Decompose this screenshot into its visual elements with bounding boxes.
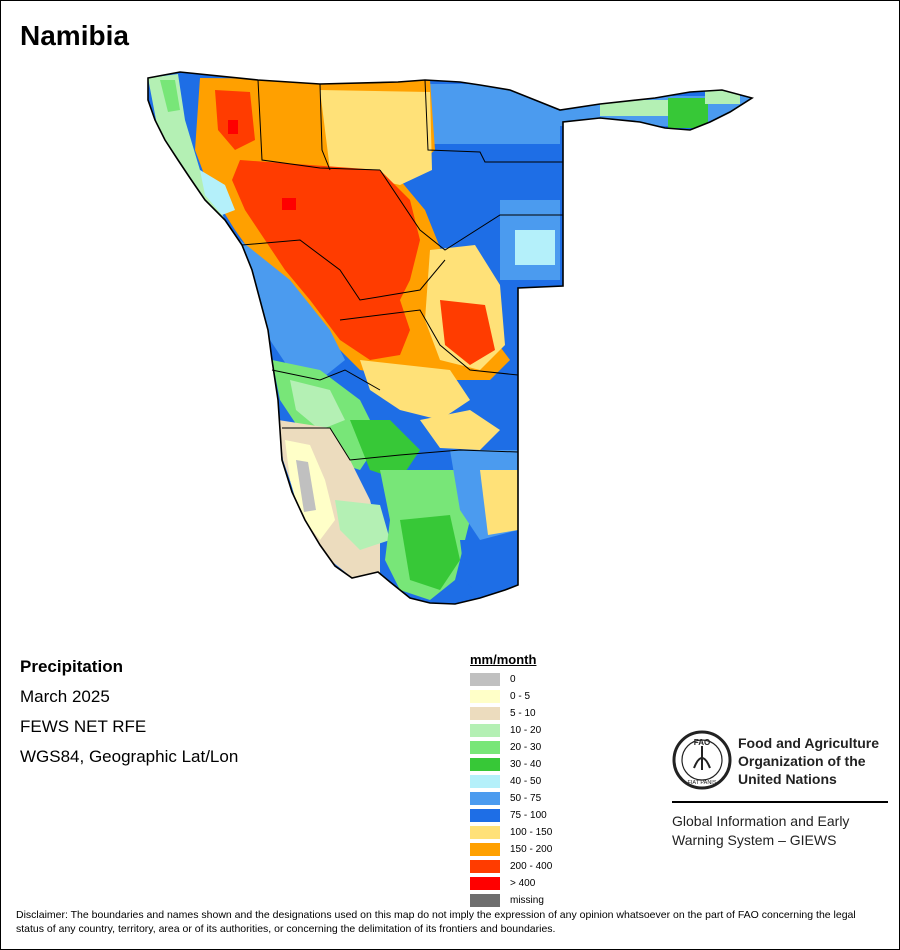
legend-item: 0 - 5	[470, 688, 552, 705]
legend-swatch	[470, 894, 500, 907]
legend-item: 40 - 50	[470, 773, 552, 790]
legend-label: 10 - 20	[510, 725, 542, 736]
legend-swatch	[470, 843, 500, 856]
legend-swatch	[470, 877, 500, 890]
legend-item: > 400	[470, 875, 552, 892]
fao-name: Food and Agriculture Organization of the…	[738, 734, 898, 788]
precipitation-map	[147, 71, 753, 605]
legend-item: 50 - 75	[470, 790, 552, 807]
legend-label: > 400	[510, 878, 536, 889]
fao-logo-letters: FAO	[694, 738, 710, 747]
legend-item: 30 - 40	[470, 756, 552, 773]
giews-line: Warning System – GIEWS	[672, 832, 837, 848]
legend-item: 10 - 20	[470, 722, 552, 739]
legend-label: 5 - 10	[510, 708, 536, 719]
legend-label: 0	[510, 674, 516, 685]
legend-swatch	[470, 724, 500, 737]
source-label: FEWS NET RFE	[20, 717, 147, 736]
giews-name: Global Information and Early Warning Sys…	[672, 812, 892, 850]
legend-swatch	[470, 758, 500, 771]
legend-item: 5 - 10	[470, 705, 552, 722]
legend-item: 0	[470, 671, 552, 688]
legend-swatch	[470, 826, 500, 839]
legend-item: 20 - 30	[470, 739, 552, 756]
legend-label: missing	[510, 895, 544, 906]
fao-name-line: Organization of the	[738, 753, 866, 769]
fao-divider	[672, 801, 888, 803]
fao-name-line: Food and Agriculture	[738, 735, 880, 751]
projection-label: WGS84, Geographic Lat/Lon	[20, 747, 239, 766]
variable-label: Precipitation	[20, 657, 123, 676]
legend-swatch	[470, 690, 500, 703]
legend-items: 0 0 - 5 5 - 10 10 - 20 20 - 30 30 - 40 40 - 50…	[470, 671, 552, 909]
legend-swatch	[470, 792, 500, 805]
fao-name-line: United Nations	[738, 771, 837, 787]
legend-label: 30 - 40	[510, 759, 542, 770]
giews-line: Global Information and Early	[672, 813, 850, 829]
legend-label: 20 - 30	[510, 742, 542, 753]
legend-item: 75 - 100	[470, 807, 552, 824]
legend-swatch	[470, 775, 500, 788]
fao-logo-icon: FAO FIAT PANIS	[672, 730, 732, 790]
legend-label: 200 - 400	[510, 861, 553, 872]
map-title: Namibia	[20, 20, 129, 51]
fao-logo-motto: FIAT PANIS	[687, 780, 716, 786]
legend-label: 100 - 150	[510, 827, 553, 838]
legend-swatch	[470, 741, 500, 754]
legend-swatch	[470, 673, 500, 686]
legend-item: missing	[470, 892, 552, 909]
legend-label: 0 - 5	[510, 691, 531, 702]
map-info: Precipitation March 2025 FEWS NET RFE WG…	[20, 656, 238, 776]
period-label: March 2025	[20, 687, 110, 706]
disclaimer-text: Disclaimer: The boundaries and names sho…	[16, 909, 856, 935]
legend-label: 150 - 200	[510, 844, 553, 855]
legend-label: 40 - 50	[510, 776, 542, 787]
admin-boundaries	[241, 79, 563, 461]
legend: mm/month 0 0 - 5 5 - 10 10 - 20 20 - 30 30 - …	[470, 652, 552, 909]
legend-item: 200 - 400	[470, 858, 552, 875]
legend-unit: mm/month	[470, 652, 537, 667]
legend-item: 150 - 200	[470, 841, 552, 858]
legend-label: 75 - 100	[510, 810, 547, 821]
legend-swatch	[470, 707, 500, 720]
legend-item: 100 - 150	[470, 824, 552, 841]
legend-swatch	[470, 809, 500, 822]
legend-swatch	[470, 860, 500, 873]
legend-label: 50 - 75	[510, 793, 542, 804]
